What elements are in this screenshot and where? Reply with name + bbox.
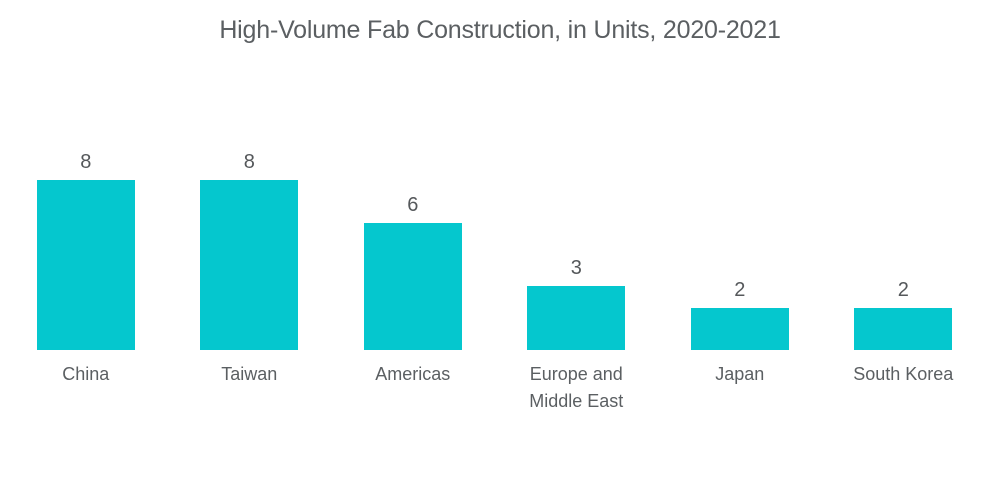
value-label: 8: [80, 151, 92, 173]
bar: [36, 180, 135, 350]
bar-column: 2 Japan: [658, 0, 822, 415]
category-label: China: [62, 364, 110, 384]
value-label: 6: [407, 193, 419, 216]
chart-title: High-Volume Fab Construction, in Units, …: [219, 16, 781, 44]
bar: [363, 222, 462, 350]
value-label: 2: [734, 278, 746, 301]
bar-wrap: 8: [36, 0, 135, 350]
bar-wrap: 2: [690, 0, 789, 350]
bar: [690, 307, 789, 350]
value-label: 3: [570, 257, 582, 280]
category-label: Europe and Middle East: [529, 364, 624, 411]
category-label: South Korea: [853, 364, 954, 384]
bar-wrap: 3: [527, 0, 626, 350]
plot-area: 8 China 8 Taiwan 6 Americas 3 Europe and Middle…: [4, 0, 985, 415]
bar-wrap: 2: [854, 0, 953, 350]
category-label: Americas: [375, 364, 451, 384]
bar-column: 2 South Korea: [822, 0, 986, 415]
bar-column: 3 Europe and Middle East: [495, 0, 659, 415]
bar: [527, 286, 626, 350]
value-label: 2: [897, 278, 909, 301]
bar-wrap: 6: [363, 0, 462, 350]
bar-column: 8 Taiwan: [168, 0, 332, 415]
bar: [854, 307, 953, 350]
bar-wrap: 8: [200, 0, 299, 350]
bar: [200, 180, 299, 350]
category-label: Japan: [715, 364, 765, 384]
category-label: Taiwan: [221, 364, 278, 384]
bar-column: 6 Americas: [331, 0, 495, 415]
value-label: 8: [243, 151, 255, 173]
bar-column: 8 China: [4, 0, 168, 415]
